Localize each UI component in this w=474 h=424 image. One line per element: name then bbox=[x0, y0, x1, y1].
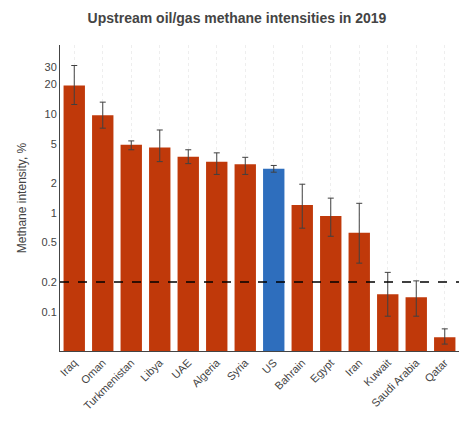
svg-text:Iraq: Iraq bbox=[58, 357, 80, 379]
svg-text:Syria: Syria bbox=[224, 356, 251, 383]
svg-text:20: 20 bbox=[45, 78, 57, 90]
svg-text:1: 1 bbox=[51, 207, 57, 219]
svg-text:0.1: 0.1 bbox=[42, 306, 57, 318]
svg-text:0.5: 0.5 bbox=[42, 236, 57, 248]
svg-text:Turkmenistan: Turkmenistan bbox=[81, 357, 136, 412]
svg-text:0.2: 0.2 bbox=[42, 276, 57, 288]
svg-text:Egypt: Egypt bbox=[308, 357, 336, 385]
svg-text:10: 10 bbox=[45, 108, 57, 120]
svg-text:UAE: UAE bbox=[169, 357, 193, 381]
svg-text:Methane intensity, %: Methane intensity, % bbox=[15, 142, 29, 253]
svg-text:30: 30 bbox=[45, 61, 57, 73]
svg-text:Libya: Libya bbox=[138, 356, 166, 384]
svg-text:Kuwait: Kuwait bbox=[361, 357, 393, 389]
svg-text:Bahrain: Bahrain bbox=[272, 357, 307, 392]
svg-text:2: 2 bbox=[51, 177, 57, 189]
svg-text:US: US bbox=[260, 357, 279, 376]
svg-text:Oman: Oman bbox=[78, 357, 108, 387]
svg-text:5: 5 bbox=[51, 138, 57, 150]
svg-text:Algeria: Algeria bbox=[189, 356, 222, 389]
svg-text:Saudi Arabia: Saudi Arabia bbox=[369, 356, 422, 409]
svg-text:Iran: Iran bbox=[343, 357, 365, 379]
svg-text:Qatar: Qatar bbox=[422, 356, 450, 384]
svg-text:Upstream oil/gas methane inten: Upstream oil/gas methane intensities in … bbox=[88, 10, 387, 26]
